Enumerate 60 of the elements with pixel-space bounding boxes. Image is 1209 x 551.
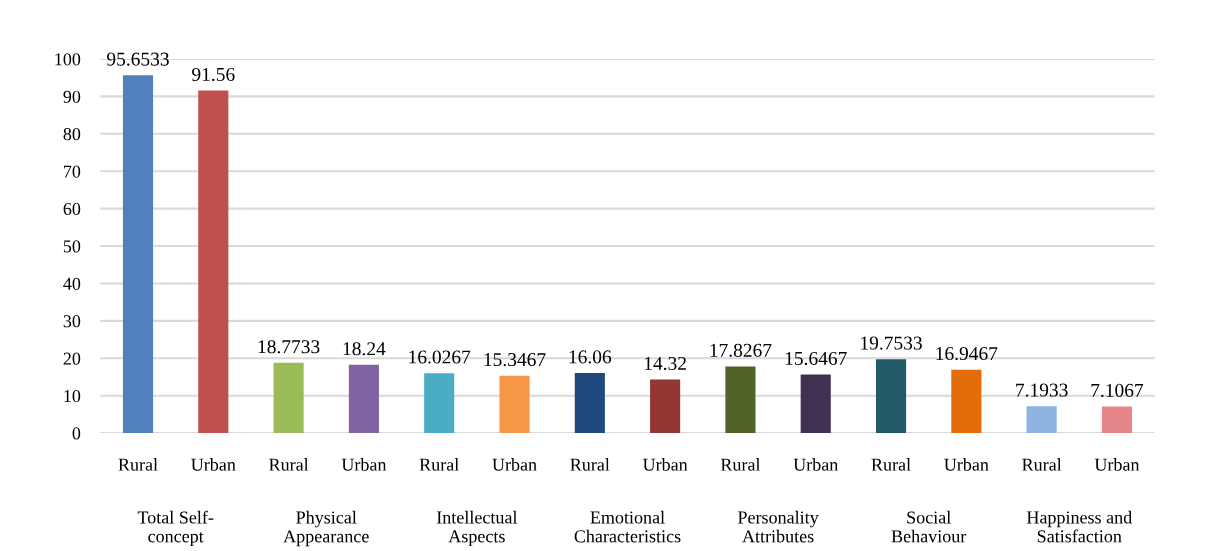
data-label: 15.6467 xyxy=(785,351,847,366)
y-tick-label: 100 xyxy=(55,53,81,66)
data-label: 18.24 xyxy=(343,342,386,356)
data-label: 19.7533 xyxy=(861,336,922,350)
y-tick-label: 80 xyxy=(63,128,81,141)
bar xyxy=(875,359,907,434)
x-tick-label: Rural xyxy=(419,458,459,471)
text: Emotional Characteristics xyxy=(574,510,681,543)
data-label: 16.9467 xyxy=(936,347,998,361)
bar xyxy=(800,374,831,434)
data-label: 17.8267 xyxy=(710,343,772,357)
y-tick-label: 60 xyxy=(63,202,81,216)
x-tick-label: Rural xyxy=(570,458,610,471)
x-tick-label: Rural xyxy=(118,458,158,471)
bar xyxy=(499,375,530,434)
text: Personality Attributes xyxy=(737,510,819,543)
data-label: 7.1067 xyxy=(1091,383,1144,398)
bar xyxy=(725,366,756,434)
y-tick-label: 30 xyxy=(63,315,81,328)
data-label: 16.06 xyxy=(569,350,612,364)
x-tick-label: Urban xyxy=(1094,458,1140,471)
x-tick-label: Rural xyxy=(871,458,911,471)
y-tick-label: 20 xyxy=(63,352,81,365)
x-tick-label: Urban xyxy=(944,458,989,471)
data-label: 91.56 xyxy=(192,67,235,82)
y-tick-label: 40 xyxy=(63,277,81,290)
bar xyxy=(424,373,455,434)
bar xyxy=(1101,406,1132,434)
data-label: 95.6533 xyxy=(107,52,169,66)
y-tick-label: 90 xyxy=(63,90,81,103)
data-label: 16.0267 xyxy=(409,350,471,364)
bar xyxy=(198,90,229,434)
y-tick-label: 10 xyxy=(64,389,81,403)
x-tick-label: Urban xyxy=(492,458,537,471)
x-tick-label: Rural xyxy=(720,458,761,471)
x-tick-label: Urban xyxy=(191,458,236,471)
text: Total Self- concept xyxy=(137,510,214,547)
bar xyxy=(273,362,304,434)
text: Happiness and Satisfaction xyxy=(1026,510,1132,543)
x-tick-label: Urban xyxy=(341,458,387,471)
y-tick-label: 0 xyxy=(72,427,81,440)
data-label: 7.1933 xyxy=(1016,383,1068,397)
y-tick-label: 50 xyxy=(63,240,81,253)
x-tick-label: Rural xyxy=(269,458,309,471)
bar xyxy=(348,364,379,434)
bar xyxy=(574,373,605,434)
bar xyxy=(951,369,982,434)
x-tick-label: Urban xyxy=(642,458,688,471)
y-tick-label: 70 xyxy=(64,165,81,178)
bar xyxy=(1026,406,1057,434)
bar xyxy=(650,379,681,434)
data-label: 14.32 xyxy=(644,356,686,371)
text: Physical Appearance xyxy=(283,510,369,547)
x-tick-label: Urban xyxy=(793,458,839,471)
text: Social Behaviour xyxy=(891,510,967,543)
text: Intellectual Aspects xyxy=(436,510,518,547)
x-tick-label: Rural xyxy=(1022,458,1062,471)
bar xyxy=(122,75,154,434)
data-label: 18.7733 xyxy=(258,340,320,354)
data-label: 15.3467 xyxy=(484,353,546,367)
